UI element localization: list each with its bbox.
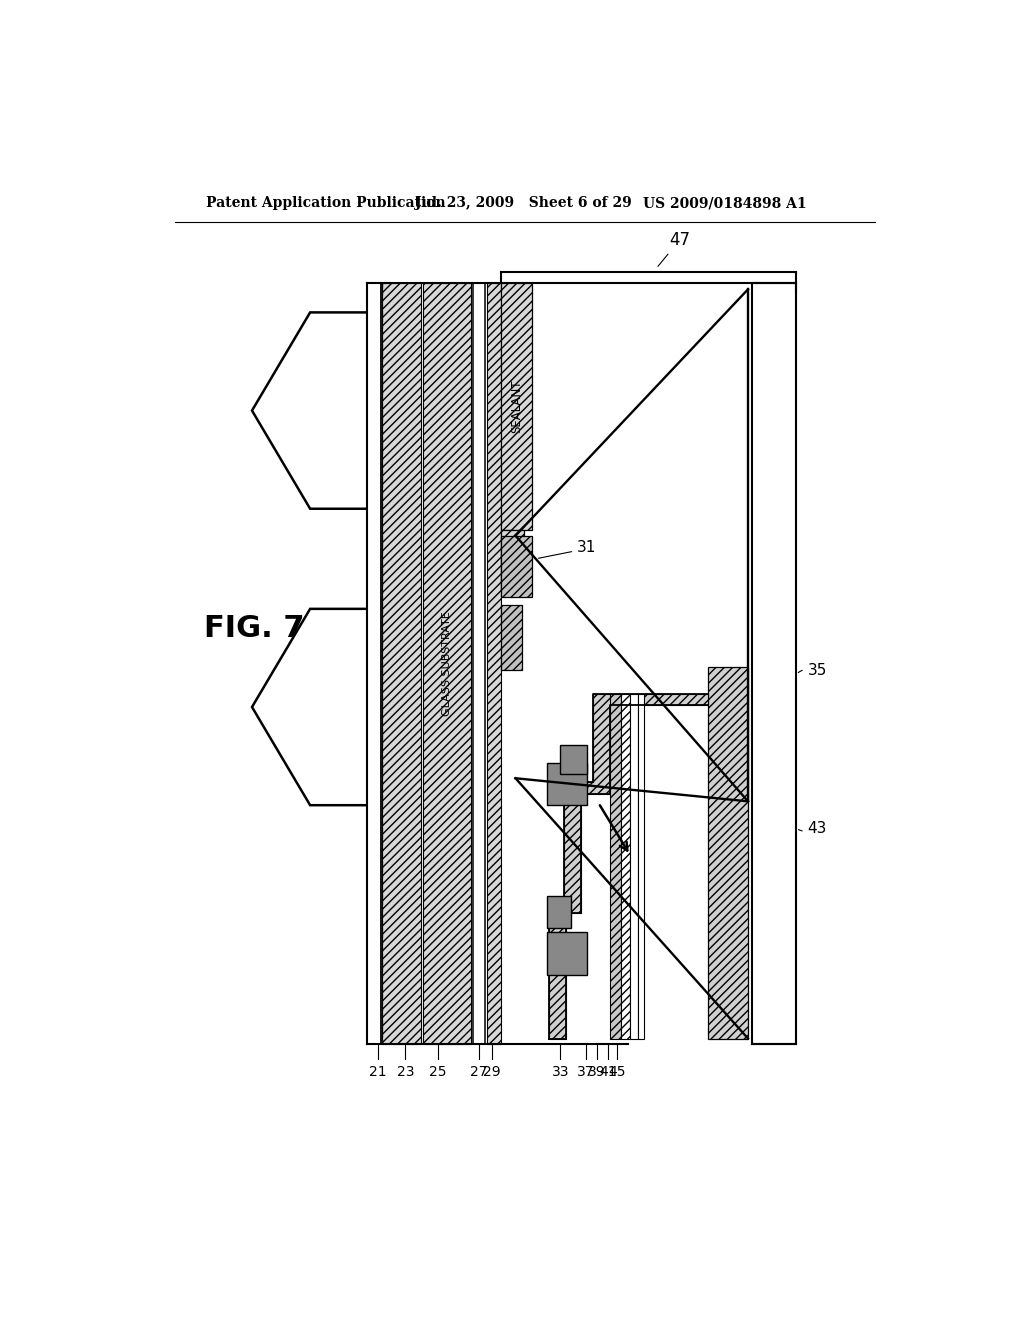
Bar (501, 605, 522, 671)
Bar (630, 693, 638, 1039)
Bar (610, 693, 621, 1039)
PathPatch shape (549, 693, 708, 1039)
Text: US 2009/0184898 A1: US 2009/0184898 A1 (643, 197, 807, 210)
Text: GLASS SUBSTRATE: GLASS SUBSTRATE (442, 611, 452, 715)
Text: FIG. 7: FIG. 7 (204, 614, 304, 643)
Bar (638, 693, 644, 1039)
Text: 41: 41 (599, 1065, 616, 1080)
Bar (501, 536, 531, 598)
Text: 35: 35 (799, 663, 827, 678)
Bar (560, 744, 587, 775)
Text: 29: 29 (483, 1065, 501, 1080)
Text: 47: 47 (658, 231, 690, 267)
Bar (547, 763, 587, 805)
Text: 33: 33 (552, 1065, 569, 1080)
Text: SEALANT: SEALANT (510, 380, 523, 433)
Bar (501, 531, 524, 590)
Text: 39: 39 (588, 1065, 605, 1080)
Text: Jul. 23, 2009   Sheet 6 of 29: Jul. 23, 2009 Sheet 6 of 29 (415, 197, 632, 210)
Text: 37: 37 (578, 1065, 595, 1080)
Text: 25: 25 (429, 1065, 446, 1080)
Bar (486, 284, 501, 1044)
Bar (752, 284, 796, 1044)
Text: 21: 21 (369, 1065, 386, 1080)
Text: 31: 31 (577, 540, 596, 554)
Bar (708, 667, 748, 1039)
Text: 23: 23 (396, 1065, 414, 1080)
Polygon shape (252, 609, 369, 805)
Text: 27: 27 (470, 1065, 487, 1080)
Bar (547, 932, 587, 974)
Bar (473, 284, 485, 1044)
Text: 45: 45 (608, 1065, 626, 1080)
Bar (501, 284, 531, 531)
Bar (423, 284, 471, 1044)
Text: Patent Application Publication: Patent Application Publication (206, 197, 445, 210)
Bar (547, 896, 571, 928)
Bar (382, 284, 421, 1044)
Text: 43: 43 (799, 821, 827, 836)
Bar (621, 693, 630, 1039)
Bar (367, 284, 381, 1044)
Polygon shape (252, 313, 369, 508)
